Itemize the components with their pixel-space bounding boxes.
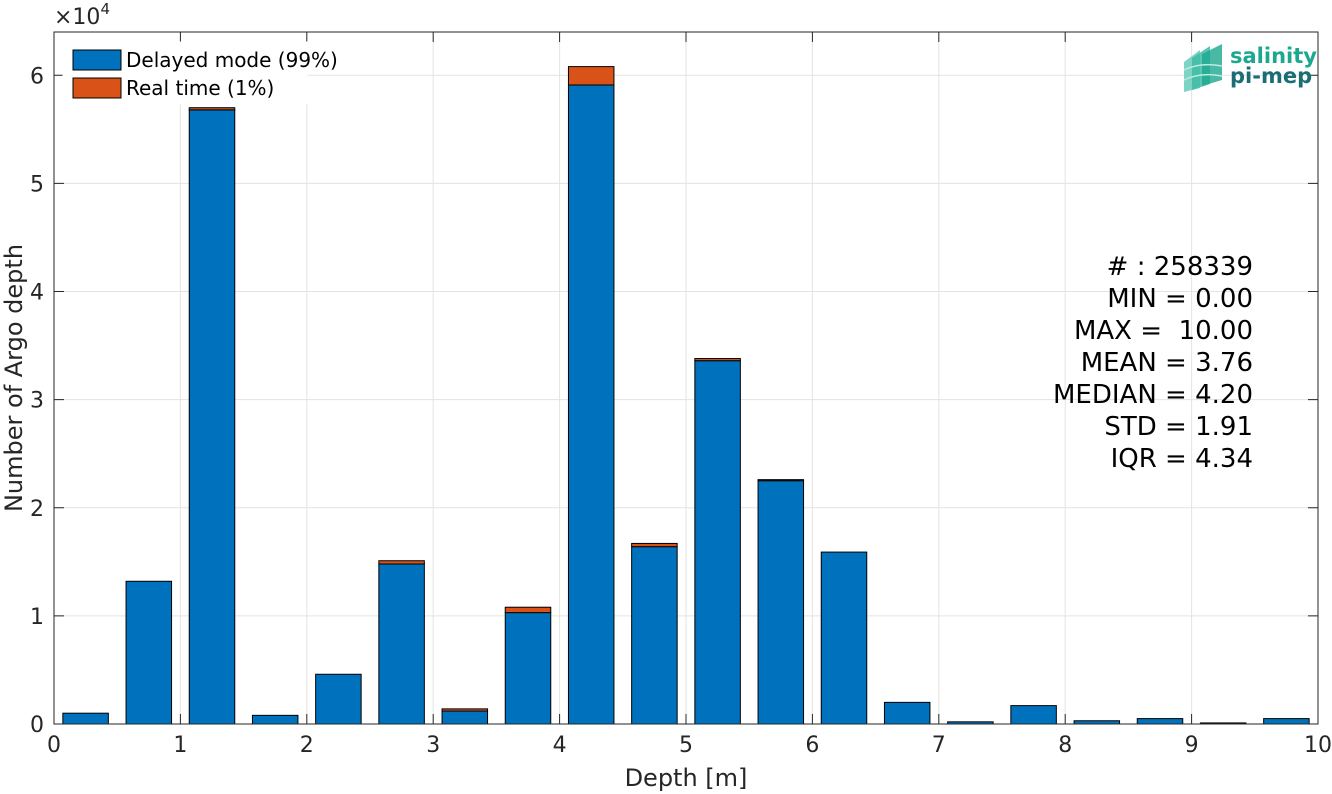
bars: [62, 66, 1310, 725]
bar-delayed-mode: [62, 712, 109, 725]
bar-delayed-mode: [315, 673, 362, 725]
stat-count: # : 258339: [1107, 252, 1253, 282]
x-tick-label: 7: [932, 733, 946, 758]
bar-real-time: [441, 708, 489, 712]
axis-ticks: 0 1 2 3 4 5 6 7 8 9 10 0 1 2 3 4 5 6: [30, 32, 1332, 758]
stat-median: MEDIAN = 4.20: [1053, 380, 1253, 410]
logo-text-line1: salinity: [1230, 44, 1317, 68]
bar-delayed-mode: [631, 546, 678, 725]
x-axis-label: Depth [m]: [625, 764, 748, 792]
y-tick-label: 1: [30, 605, 44, 630]
x-tick-label: 4: [553, 733, 567, 758]
bar-delayed-mode: [504, 612, 552, 725]
x-tick-label: 1: [173, 733, 187, 758]
x-tick-label: 5: [679, 733, 693, 758]
legend-label-realtime: Real time (1%): [126, 76, 274, 100]
stat-mean: MEAN = 3.76: [1081, 348, 1253, 378]
y-exponent-label: ×104: [54, 0, 110, 30]
bar-delayed-mode: [1010, 705, 1057, 725]
legend-label-delayed: Delayed mode (99%): [126, 48, 338, 72]
bar-delayed-mode: [567, 84, 615, 725]
bar-delayed-mode: [757, 480, 805, 725]
stat-std: STD = 1.91: [1104, 412, 1253, 442]
legend-swatch-realtime: [72, 77, 122, 99]
x-tick-label: 6: [805, 733, 819, 758]
bar-real-time: [567, 66, 615, 86]
grid: [53, 32, 1319, 725]
stat-min: MIN = 0.00: [1107, 284, 1253, 314]
legend: Delayed mode (99%) Real time (1%): [62, 41, 338, 105]
bar-delayed-mode: [188, 109, 236, 725]
bar-delayed-mode: [883, 701, 931, 725]
wave-logo-icon: [1183, 44, 1223, 92]
bar-delayed-mode: [1263, 718, 1310, 725]
bar-real-time: [631, 542, 678, 548]
x-tick-label: 2: [300, 733, 314, 758]
bar-delayed-mode: [820, 551, 868, 725]
y-tick-label: 5: [30, 172, 44, 197]
stat-max: MAX = 10.00: [1074, 316, 1253, 346]
y-tick-label: 4: [30, 281, 44, 306]
x-tick-label: 9: [1185, 733, 1199, 758]
bar-real-time: [378, 560, 425, 565]
y-tick-label: 6: [30, 64, 44, 89]
x-tick-label: 8: [1058, 733, 1072, 758]
legend-swatch-delayed: [72, 49, 122, 71]
bar-delayed-mode: [125, 580, 173, 725]
y-tick-label: 3: [30, 389, 44, 414]
bar-real-time: [188, 107, 236, 111]
bar-delayed-mode: [441, 710, 489, 725]
y-tick-label: 0: [30, 713, 44, 738]
x-tick-label: 0: [47, 733, 61, 758]
bar-delayed-mode: [251, 714, 299, 725]
bar-delayed-mode: [1136, 718, 1184, 725]
bar-real-time: [694, 358, 741, 362]
logo-text-line2: pi-mep: [1230, 64, 1312, 88]
stats-annotation: # : 258339 MIN = 0.00 MAX = 10.00 MEAN =…: [1053, 252, 1253, 474]
salinity-pimep-logo: salinity pi-mep: [1183, 44, 1317, 92]
bar-real-time: [757, 479, 805, 482]
y-tick-label: 2: [30, 497, 44, 522]
bar-delayed-mode: [694, 360, 741, 725]
bar-delayed-mode: [378, 563, 425, 725]
x-tick-label: 10: [1304, 733, 1332, 758]
stat-iqr: IQR = 4.34: [1111, 444, 1253, 474]
y-axis-label: Number of Argo depth: [0, 244, 28, 512]
x-tick-label: 3: [426, 733, 440, 758]
bar-real-time: [504, 606, 552, 614]
